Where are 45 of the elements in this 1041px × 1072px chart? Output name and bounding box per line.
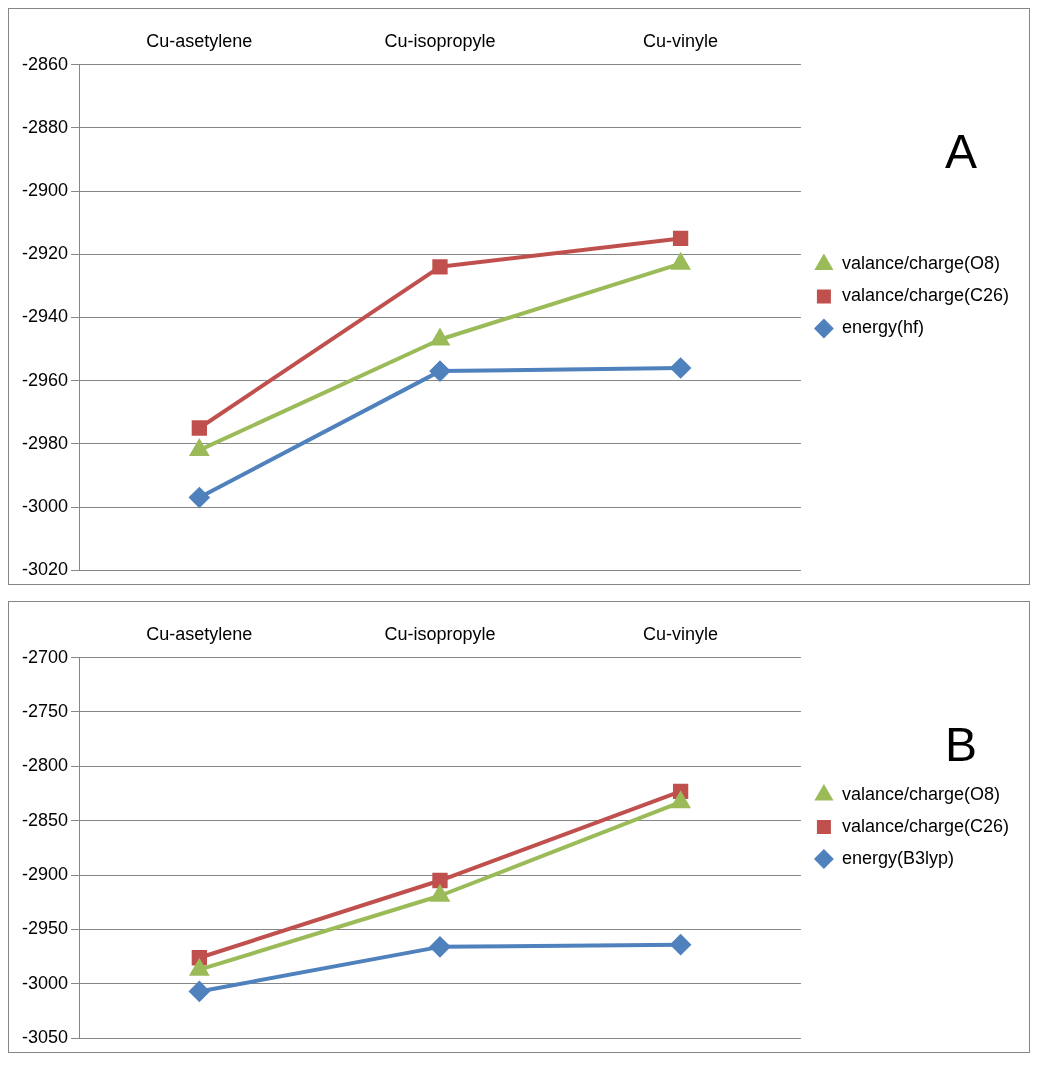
y-tick-label: -3020 <box>21 559 69 580</box>
point <box>432 872 448 889</box>
point <box>670 934 691 955</box>
y-tick-label: -2980 <box>21 432 69 453</box>
point <box>191 420 208 436</box>
y-tick-label: -2880 <box>21 116 69 137</box>
point <box>671 792 690 809</box>
x-tick-label: Cu-isopropyle <box>384 30 496 51</box>
point <box>189 487 210 508</box>
y-tick-label: -2960 <box>21 369 69 390</box>
legend-label: energy(hf) <box>841 317 924 338</box>
y-tick-label: -2940 <box>21 306 69 327</box>
y-tick-label: -2900 <box>21 864 69 885</box>
y-tick-label: -2850 <box>21 809 69 830</box>
x-tick-label: Cu-asetylene <box>146 30 253 51</box>
point <box>190 959 209 976</box>
y-tick-label: -3000 <box>21 972 69 993</box>
x-tick-label: Cu-asetylene <box>146 623 253 644</box>
y-tick-label: -2950 <box>21 918 69 939</box>
y-tick-label: -2700 <box>21 646 69 667</box>
point <box>432 259 448 275</box>
legend-label: energy(B3lyp) <box>841 847 954 868</box>
legend-label: valance/charge(C26) <box>841 285 1009 306</box>
legend-label: valance/charge(C26) <box>841 815 1009 836</box>
text: B <box>944 717 977 771</box>
point <box>190 440 209 457</box>
y-tick-label: -3000 <box>21 495 69 516</box>
y-tick-label: -2860 <box>21 53 69 74</box>
y-tick-label: -2900 <box>21 179 69 200</box>
point <box>672 230 689 247</box>
y-tick-label: -2750 <box>21 700 69 721</box>
text: A <box>944 124 977 178</box>
point <box>429 361 450 382</box>
y-tick-label: -3050 <box>21 1027 69 1048</box>
x-tick-label: Cu-isopropyle <box>384 623 496 644</box>
point <box>670 357 691 378</box>
point <box>429 936 450 957</box>
y-tick-label: -2920 <box>21 243 69 264</box>
point <box>431 885 449 902</box>
legend-label: valance/charge(O8) <box>841 253 1000 274</box>
point <box>189 981 210 1002</box>
x-tick-label: Cu-vinyle <box>643 30 719 51</box>
y-tick-label: -2800 <box>21 755 69 776</box>
x-tick-label: Cu-vinyle <box>643 623 719 644</box>
legend-label: valance/charge(O8) <box>841 783 1000 804</box>
